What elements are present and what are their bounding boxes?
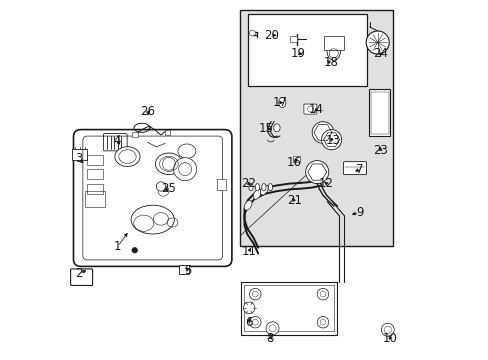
Circle shape [156,182,165,191]
Ellipse shape [326,40,340,60]
Text: 24: 24 [372,47,387,60]
Text: 4: 4 [113,134,120,147]
Text: 16: 16 [286,156,301,168]
Ellipse shape [248,184,253,191]
Text: 11: 11 [241,246,256,258]
FancyBboxPatch shape [70,269,92,285]
FancyBboxPatch shape [103,134,127,151]
Text: 21: 21 [286,194,301,207]
Bar [289,36,296,42]
FancyBboxPatch shape [73,130,231,266]
Text: 25: 25 [161,183,176,195]
Circle shape [158,185,168,196]
Ellipse shape [255,184,259,191]
Text: 15: 15 [258,122,273,135]
Bar [72,149,87,160]
Circle shape [305,161,328,184]
Text: 8: 8 [266,332,274,345]
Text: 13: 13 [325,134,340,147]
FancyBboxPatch shape [303,104,316,114]
Circle shape [249,316,261,328]
Circle shape [321,130,341,150]
FancyBboxPatch shape [343,162,366,175]
Bar [85,191,104,207]
Text: 19: 19 [290,47,305,60]
Text: 3: 3 [75,152,82,165]
Text: 18: 18 [323,57,338,69]
Ellipse shape [131,205,174,234]
Ellipse shape [115,147,140,166]
Circle shape [173,158,196,181]
Ellipse shape [273,124,280,132]
Text: 26: 26 [140,105,155,118]
Bar [244,285,333,331]
Circle shape [243,302,254,314]
Bar [179,265,189,274]
Ellipse shape [278,98,285,108]
Ellipse shape [260,185,267,195]
Ellipse shape [178,144,196,158]
Bar [217,179,226,190]
Text: 9: 9 [355,206,363,219]
Text: 10: 10 [382,332,397,345]
Circle shape [366,31,388,54]
Circle shape [132,247,137,253]
Text: 2: 2 [75,267,82,280]
Text: 7: 7 [355,163,363,176]
Bar [87,184,103,194]
Bar [87,169,103,179]
Ellipse shape [155,153,182,175]
Ellipse shape [268,184,272,191]
Ellipse shape [244,200,251,210]
Circle shape [265,322,279,335]
Text: 6: 6 [244,316,252,329]
Text: 23: 23 [372,144,387,157]
Bar [368,89,389,136]
Bar [241,282,337,335]
Text: 12: 12 [319,177,333,190]
Text: 1: 1 [114,240,122,253]
Bar [370,92,387,134]
Text: 22: 22 [241,177,256,190]
Ellipse shape [253,189,261,199]
Bar [164,130,170,135]
Bar [292,156,300,162]
Bar [247,14,366,86]
Text: 20: 20 [264,29,278,42]
Circle shape [311,122,333,143]
Bar [240,10,392,246]
Bar [132,132,138,137]
Circle shape [249,30,255,36]
Circle shape [249,288,261,300]
Text: 5: 5 [183,264,191,276]
Text: 17: 17 [272,96,287,109]
Circle shape [381,323,393,336]
Text: 14: 14 [308,103,324,116]
Circle shape [317,288,328,300]
Ellipse shape [261,184,265,191]
Bar [87,155,103,165]
Circle shape [317,316,328,328]
Bar [323,36,343,50]
